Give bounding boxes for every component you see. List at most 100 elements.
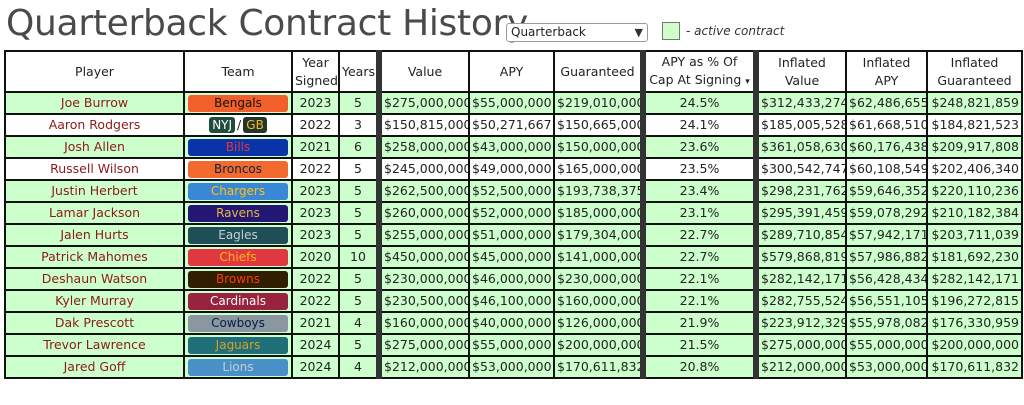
years-cell: 6 (338, 135, 380, 159)
team-badge[interactable]: Cowboys (188, 314, 288, 332)
table-row: Aaron Rodgers NYJ / GB 2022 3 $150,815,0… (4, 113, 1023, 137)
inflated-guaranteed-cell: $196,272,815 (926, 289, 1023, 313)
guaranteed-cell: $126,000,000 (553, 311, 644, 335)
year-signed-cell: 2022 (291, 157, 340, 181)
position-select[interactable]: Quarterback ▼ (506, 23, 648, 42)
guaranteed-cell: $219,010,000 (553, 91, 644, 115)
column-header-apy-cap[interactable]: APY as % Of Cap At Signing ▾ (640, 50, 757, 93)
value-cell: $255,000,000 (376, 223, 470, 247)
cap-pct-cell: 24.1% (640, 113, 757, 137)
chevron-down-icon: ▼ (634, 26, 643, 39)
team-badge[interactable]: Bengals (188, 94, 288, 112)
inflated-value-cell: $295,391,459 (753, 201, 847, 225)
column-header-player[interactable]: Player (4, 50, 185, 93)
inflated-apy-cell: $55,000,000 (845, 333, 928, 357)
inflated-apy-cell: $61,668,510 (845, 113, 928, 137)
table-row: Jalen Hurts Eagles 2023 5 $255,000,000 $… (4, 223, 1023, 247)
inflated-apy-cell: $57,986,882 (845, 245, 928, 269)
page-title: Quarterback Contract History (6, 3, 529, 44)
value-cell: $260,000,000 (376, 201, 470, 225)
team-badge[interactable]: NYJ (209, 117, 236, 133)
column-header-guaranteed[interactable]: Guaranteed (553, 50, 644, 93)
player-link[interactable]: Patrick Mahomes (4, 245, 185, 269)
team-badge[interactable]: Browns (188, 270, 288, 288)
player-link[interactable]: Russell Wilson (4, 157, 185, 181)
team-badge[interactable]: Chiefs (188, 248, 288, 266)
player-link[interactable]: Trevor Lawrence (4, 333, 185, 357)
player-link[interactable]: Joe Burrow (4, 91, 185, 115)
team-badge[interactable]: Broncos (188, 160, 288, 178)
inflated-apy-cell: $53,000,000 (845, 355, 928, 379)
apy-cell: $51,000,000 (468, 223, 555, 247)
team-badge[interactable]: Ravens (188, 204, 288, 222)
player-link[interactable]: Jalen Hurts (4, 223, 185, 247)
table-row: Joe Burrow Bengals 2023 5 $275,000,000 $… (4, 91, 1023, 115)
team-badge[interactable]: Bills (188, 138, 288, 156)
inflated-guaranteed-cell: $176,330,959 (926, 311, 1023, 335)
inflated-value-cell: $298,231,762 (753, 179, 847, 203)
inflated-apy-cell: $60,108,549 (845, 157, 928, 181)
year-signed-cell: 2023 (291, 91, 340, 115)
years-cell: 10 (338, 245, 380, 269)
years-cell: 5 (338, 179, 380, 203)
contract-table: Player Team Year Signed Years Value APY G… (4, 50, 1023, 379)
guaranteed-cell: $179,304,000 (553, 223, 644, 247)
cap-pct-cell: 22.7% (640, 245, 757, 269)
years-cell: 5 (338, 289, 380, 313)
team-badge[interactable]: GB (243, 117, 267, 133)
player-link[interactable]: Aaron Rodgers (4, 113, 185, 137)
inflated-guaranteed-cell: $220,110,236 (926, 179, 1023, 203)
player-link[interactable]: Justin Herbert (4, 179, 185, 203)
cap-pct-cell: 23.6% (640, 135, 757, 159)
table-row: Russell Wilson Broncos 2022 5 $245,000,0… (4, 157, 1023, 181)
team-badge-pair: NYJ / GB (209, 116, 267, 134)
inflated-value-cell: $275,000,000 (753, 333, 847, 357)
team-badge[interactable]: Chargers (188, 182, 288, 200)
guaranteed-cell: $170,611,832 (553, 355, 644, 379)
column-header-value[interactable]: Value (376, 50, 470, 93)
player-link[interactable]: Josh Allen (4, 135, 185, 159)
cap-pct-cell: 22.1% (640, 289, 757, 313)
guaranteed-cell: $165,000,000 (553, 157, 644, 181)
player-link[interactable]: Jared Goff (4, 355, 185, 379)
player-link[interactable]: Lamar Jackson (4, 201, 185, 225)
active-contract-swatch (662, 22, 680, 40)
column-header-year-signed[interactable]: Year Signed (291, 50, 340, 93)
player-link[interactable]: Deshaun Watson (4, 267, 185, 291)
sort-descending-icon: ▾ (745, 76, 750, 87)
cap-pct-cell: 20.8% (640, 355, 757, 379)
team-badge[interactable]: Cardinals (188, 292, 288, 310)
year-signed-cell: 2020 (291, 245, 340, 269)
player-link[interactable]: Kyler Murray (4, 289, 185, 313)
year-signed-cell: 2022 (291, 113, 340, 137)
years-cell: 5 (338, 201, 380, 225)
value-cell: $212,000,000 (376, 355, 470, 379)
value-cell: $160,000,000 (376, 311, 470, 335)
year-signed-cell: 2024 (291, 355, 340, 379)
team-badge[interactable]: Lions (188, 358, 288, 376)
years-cell: 3 (338, 113, 380, 137)
cap-pct-cell: 22.1% (640, 267, 757, 291)
column-header-years[interactable]: Years (338, 50, 380, 93)
cap-pct-cell: 23.1% (640, 201, 757, 225)
table-row: Jared Goff Lions 2024 4 $212,000,000 $53… (4, 355, 1023, 379)
cap-pct-cell: 23.4% (640, 179, 757, 203)
inflated-apy-cell: $56,428,434 (845, 267, 928, 291)
inflated-value-cell: $282,142,171 (753, 267, 847, 291)
column-header-apy[interactable]: APY (468, 50, 555, 93)
table-row: Deshaun Watson Browns 2022 5 $230,000,00… (4, 267, 1023, 291)
inflated-apy-cell: $55,978,082 (845, 311, 928, 335)
table-row: Lamar Jackson Ravens 2023 5 $260,000,000… (4, 201, 1023, 225)
column-header-team[interactable]: Team (183, 50, 293, 93)
team-badge[interactable]: Jaguars (188, 336, 288, 354)
value-cell: $275,000,000 (376, 91, 470, 115)
player-link[interactable]: Dak Prescott (4, 311, 185, 335)
column-header-inflated-apy[interactable]: Inflated APY (845, 50, 928, 93)
column-header-inflated-value[interactable]: Inflated Value (753, 50, 847, 93)
column-header-inflated-guaranteed[interactable]: Inflated Guaranteed (926, 50, 1023, 93)
years-cell: 5 (338, 267, 380, 291)
team-badge[interactable]: Eagles (188, 226, 288, 244)
apy-cell: $46,000,000 (468, 267, 555, 291)
year-signed-cell: 2022 (291, 267, 340, 291)
guaranteed-cell: $150,665,000 (553, 113, 644, 137)
